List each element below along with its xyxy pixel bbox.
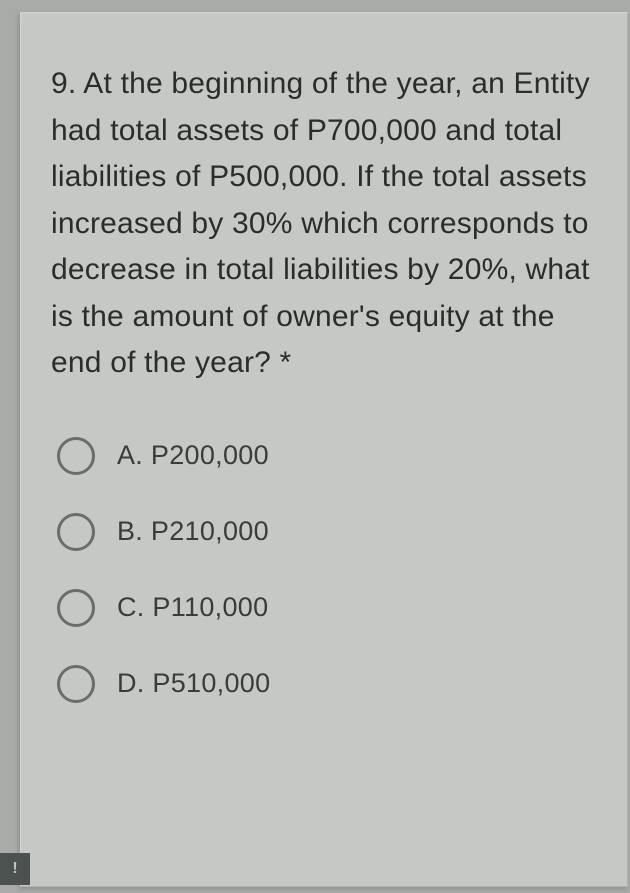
option-b[interactable]: B. P210,000 bbox=[57, 513, 609, 551]
radio-icon[interactable] bbox=[57, 589, 95, 627]
radio-icon[interactable] bbox=[57, 437, 95, 475]
option-c[interactable]: C. P110,000 bbox=[57, 589, 609, 627]
question-text: 9. At the beginning of the year, an Enti… bbox=[51, 61, 609, 387]
question-card: 9. At the beginning of the year, an Enti… bbox=[20, 12, 628, 887]
option-label: D. P510,000 bbox=[117, 668, 270, 699]
option-label: A. P200,000 bbox=[117, 440, 269, 471]
option-label: B. P210,000 bbox=[117, 516, 269, 547]
options-list: A. P200,000 B. P210,000 C. P110,000 D. P… bbox=[51, 437, 609, 703]
alert-glyph: ! bbox=[12, 860, 17, 878]
radio-icon[interactable] bbox=[57, 513, 95, 551]
option-label: C. P110,000 bbox=[117, 592, 268, 623]
radio-icon[interactable] bbox=[57, 665, 95, 703]
option-d[interactable]: D. P510,000 bbox=[57, 665, 609, 703]
alert-badge-icon: ! bbox=[0, 853, 30, 885]
option-a[interactable]: A. P200,000 bbox=[57, 437, 609, 475]
